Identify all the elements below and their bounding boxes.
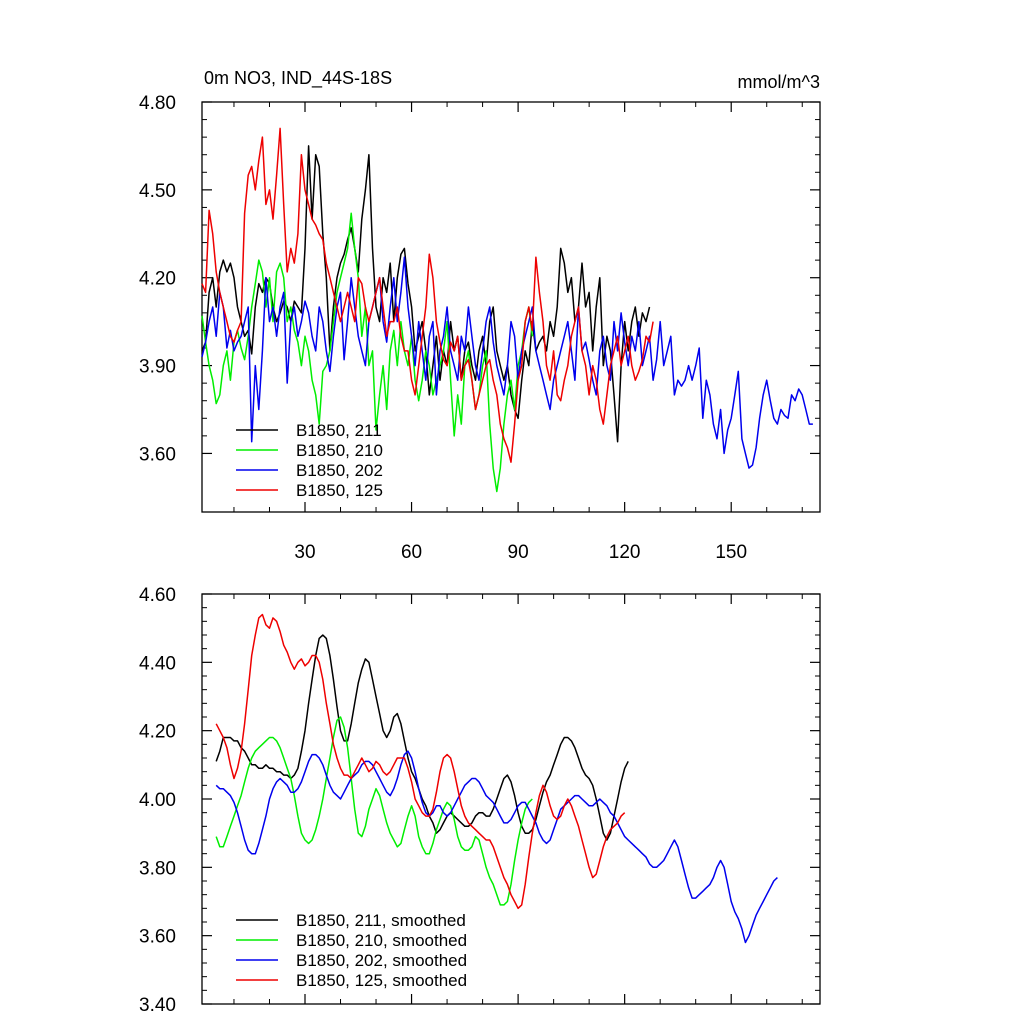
y-tick-label: 4.60 [139, 585, 176, 606]
top-panel: 0m NO3, IND_44S-18S mmol/m^3 3.60 3.90 4.2… [139, 68, 821, 563]
x-tick-label: 150 [715, 542, 747, 563]
legend-label: B1850, 125 [296, 481, 383, 500]
legend-label: B1850, 210 [296, 441, 383, 460]
y-tick-label: 4.20 [139, 269, 176, 290]
y-tick-label: 4.20 [139, 722, 176, 743]
legend-label: B1850, 211, smoothed [296, 911, 466, 930]
plot-frame [201, 101, 821, 513]
x-tick-label: 120 [609, 542, 641, 563]
series-line-green [215, 716, 533, 906]
series-line-blue [201, 256, 813, 469]
series-line-red [201, 127, 654, 463]
x-tick-label: 30 [294, 542, 315, 563]
legend-label: B1850, 211 [296, 421, 382, 440]
y-tick-label: 3.90 [139, 357, 176, 378]
x-tick-label: 90 [508, 542, 529, 563]
y-tick-label: 3.60 [139, 927, 176, 948]
bottom-panel: 3.40 3.60 3.80 4.00 4.20 4.40 4.60 B1850, 211, … [139, 585, 821, 1016]
series-line-blue [215, 750, 778, 944]
y-tick-label: 4.00 [139, 790, 176, 811]
x-tick-label: 60 [401, 542, 422, 563]
y-tick-label: 4.80 [139, 93, 176, 114]
y-tick-label: 3.40 [139, 995, 176, 1016]
y-tick-label: 4.50 [139, 181, 176, 202]
y-tick-label: 4.40 [139, 653, 176, 674]
chart-units: mmol/m^3 [738, 72, 820, 92]
legend-label: B1850, 210, smoothed [296, 931, 467, 950]
series-line-black [215, 634, 629, 841]
chart-title: 0m NO3, IND_44S-18S [204, 68, 392, 89]
y-tick-label: 3.60 [139, 444, 176, 465]
legend-label: B1850, 202, smoothed [296, 951, 467, 970]
legend-label: B1850, 125, smoothed [296, 971, 467, 990]
legend-label: B1850, 202 [296, 461, 383, 480]
y-tick-label: 3.80 [139, 858, 176, 879]
series-line-red [215, 613, 626, 910]
